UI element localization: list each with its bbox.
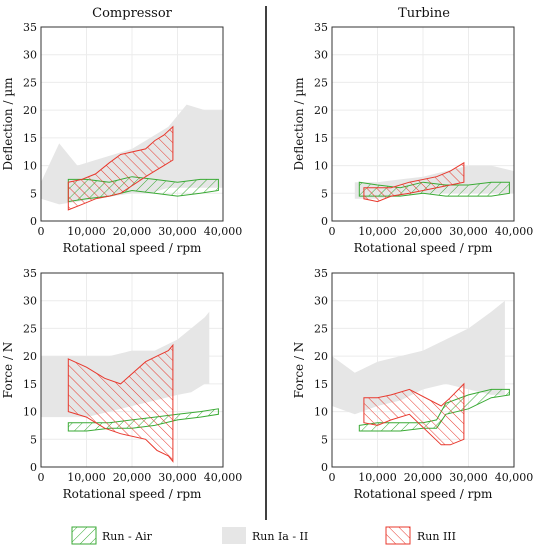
- y-tick-label: 0: [321, 215, 328, 228]
- band-run-iii: [363, 161, 465, 203]
- x-tick-label: 30,000: [449, 471, 488, 484]
- x-tick-label: 40,000: [204, 471, 243, 484]
- y-tick-label: 0: [30, 215, 37, 228]
- y-tick-label: 25: [314, 322, 328, 335]
- legend-swatch-run-ia-ii: [222, 527, 246, 544]
- y-tick-label: 15: [314, 378, 328, 391]
- y-tick-label: 20: [314, 104, 328, 117]
- y-tick-label: 15: [23, 132, 37, 145]
- x-axis-label: Rotational speed / rpm: [63, 487, 202, 501]
- plot-frame: [331, 26, 515, 222]
- y-tick-label: 35: [314, 21, 328, 34]
- y-tick-label: 25: [314, 76, 328, 89]
- y-tick-label: 5: [321, 187, 328, 200]
- y-tick-label: 10: [314, 160, 328, 173]
- legend-label-run-ia-ii: Run Ia - II: [252, 530, 308, 543]
- band-run-iii: [363, 382, 465, 446]
- x-tick-label: 20,000: [404, 471, 443, 484]
- y-axis-label: Deflection / µm: [1, 77, 15, 171]
- x-axis-label: Rotational speed / rpm: [354, 241, 493, 255]
- x-tick-label: 30,000: [158, 471, 197, 484]
- x-tick-label: 0: [38, 225, 45, 238]
- x-tick-label: 10,000: [67, 225, 106, 238]
- y-axis-label: Deflection / µm: [292, 77, 306, 171]
- y-tick-label: 15: [314, 132, 328, 145]
- y-tick-label: 30: [23, 295, 37, 308]
- x-tick-label: 0: [329, 471, 336, 484]
- x-tick-label: 10,000: [358, 471, 397, 484]
- y-tick-label: 10: [23, 160, 37, 173]
- y-tick-label: 5: [321, 433, 328, 446]
- y-tick-label: 25: [23, 322, 37, 335]
- x-tick-label: 40,000: [204, 225, 243, 238]
- band-run-iii: [67, 125, 174, 211]
- x-axis-label: Rotational speed / rpm: [63, 241, 202, 255]
- x-tick-label: 10,000: [358, 225, 397, 238]
- column-title-turbine: Turbine: [398, 6, 450, 21]
- y-tick-label: 30: [314, 295, 328, 308]
- x-tick-label: 40,000: [495, 471, 534, 484]
- y-tick-label: 5: [30, 433, 37, 446]
- band-run-iii: [67, 343, 174, 463]
- legend-swatch-run-air: [71, 526, 97, 545]
- y-tick-label: 20: [23, 350, 37, 363]
- y-tick-label: 30: [23, 49, 37, 62]
- y-tick-label: 35: [23, 21, 37, 34]
- plot-frame: [40, 272, 224, 468]
- legend-swatch-run-iii: [385, 526, 411, 545]
- y-tick-label: 15: [23, 378, 37, 391]
- x-tick-label: 20,000: [113, 225, 152, 238]
- y-tick-label: 30: [314, 49, 328, 62]
- y-tick-label: 20: [23, 104, 37, 117]
- x-tick-label: 20,000: [113, 471, 152, 484]
- y-tick-label: 20: [314, 350, 328, 363]
- y-axis-label: Force / N: [292, 342, 306, 399]
- panel-compressor-deflection: 0 5 10 15 20 25 30 35 0 10,000 20,000 30,000 40,000R…: [1, 21, 242, 255]
- plot-frame: [40, 26, 224, 222]
- x-tick-label: 0: [329, 225, 336, 238]
- plot-frame: [331, 272, 515, 468]
- legend-label-run-iii: Run III: [417, 530, 456, 543]
- y-axis-label: Force / N: [1, 342, 15, 399]
- x-tick-label: 10,000: [67, 471, 106, 484]
- y-tick-label: 5: [30, 187, 37, 200]
- x-tick-label: 30,000: [449, 225, 488, 238]
- y-tick-label: 25: [23, 76, 37, 89]
- column-title-compressor: Compressor: [92, 6, 172, 21]
- panel-turbine-force: 0 5 10 15 20 25 30 35 0 10,000 20,000 30,000 40,000R…: [292, 267, 533, 501]
- y-tick-label: 35: [23, 267, 37, 280]
- panel-turbine-deflection: 0 5 10 15 20 25 30 35 0 10,000 20,000 30,000 40,000R…: [292, 21, 533, 255]
- panel-compressor-force: 0 5 10 15 20 25 30 35 0 10,000 20,000 30,000 40,000R…: [1, 267, 242, 501]
- y-tick-label: 35: [314, 267, 328, 280]
- y-tick-label: 0: [321, 461, 328, 474]
- x-tick-label: 30,000: [158, 225, 197, 238]
- y-tick-label: 0: [30, 461, 37, 474]
- y-tick-label: 10: [314, 406, 328, 419]
- x-tick-label: 20,000: [404, 225, 443, 238]
- x-axis-label: Rotational speed / rpm: [354, 487, 493, 501]
- x-tick-label: 40,000: [495, 225, 534, 238]
- x-tick-label: 0: [38, 471, 45, 484]
- legend: Run - Air Run Ia - II Run III: [71, 526, 456, 545]
- y-tick-label: 10: [23, 406, 37, 419]
- legend-label-run-air: Run - Air: [102, 530, 153, 543]
